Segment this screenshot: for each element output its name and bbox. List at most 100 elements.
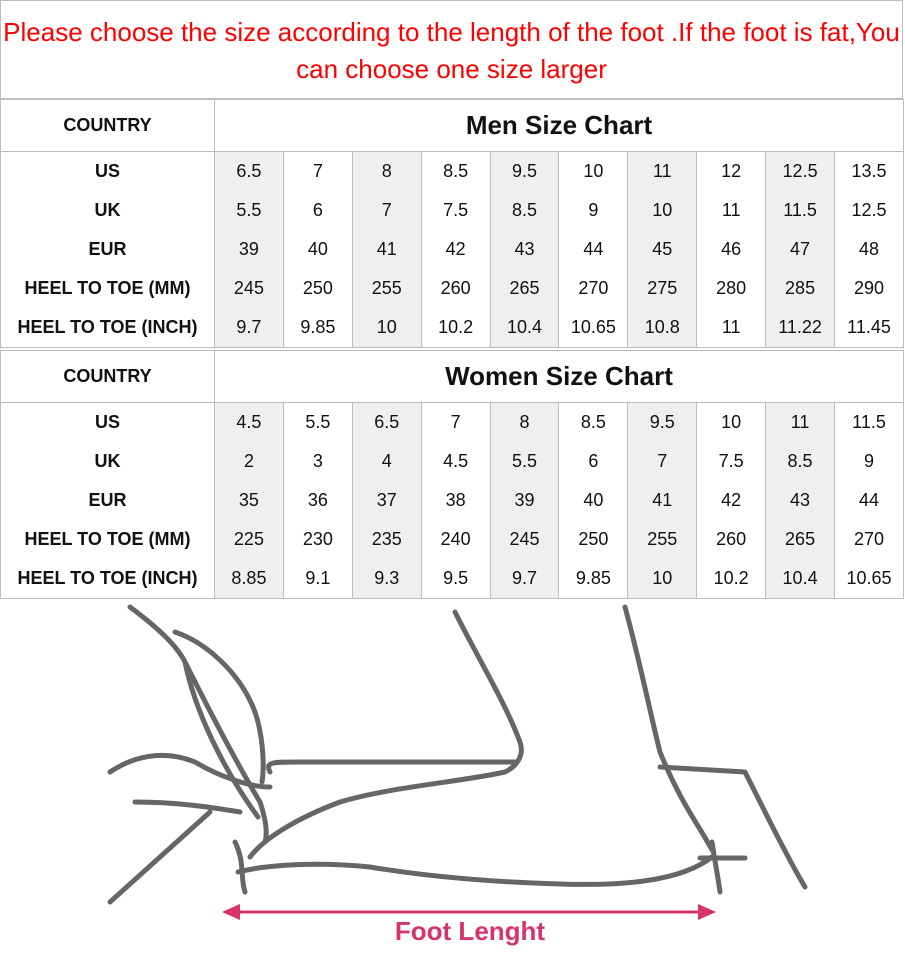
men-size-table: COUNTRY Men Size Chart US 6.5 7 8 8.5 9.5 10 11… (0, 99, 904, 348)
size-cell: 9.7 (489, 559, 560, 599)
foot-measure-illustration: Foot Lenght (0, 602, 905, 960)
row-label: US (0, 402, 215, 442)
size-cell: 43 (765, 481, 836, 520)
women-chart-title: Women Size Chart (214, 350, 904, 403)
size-cell: 8.5 (765, 442, 836, 481)
size-cell: 10.65 (558, 308, 629, 348)
size-cell: 35 (214, 481, 284, 520)
size-cell: 245 (214, 269, 284, 308)
size-cell: 11 (696, 191, 767, 230)
men-size-row: HEEL TO TOE (INCH) 9.7 9.85 10 10.2 10.4 10.65… (0, 308, 904, 348)
size-cell: 265 (489, 269, 560, 308)
foot-drawing: Foot Lenght (107, 604, 808, 946)
row-label: HEEL TO TOE (MM) (0, 520, 215, 559)
size-cell: 9.5 (420, 559, 491, 599)
length-arrow (222, 904, 716, 920)
size-cell: 48 (834, 230, 904, 269)
size-cell: 9.85 (558, 559, 629, 599)
row-label: US (0, 151, 215, 191)
size-cell: 8 (351, 151, 422, 191)
size-cell: 225 (214, 520, 284, 559)
size-cell: 44 (558, 230, 629, 269)
row-label: HEEL TO TOE (INCH) (0, 559, 215, 599)
size-cell: 11 (765, 402, 836, 442)
size-cell: 265 (765, 520, 836, 559)
men-header-row: COUNTRY Men Size Chart (0, 99, 904, 152)
size-cell: 7 (282, 151, 353, 191)
size-cell: 255 (351, 269, 422, 308)
women-size-row: HEEL TO TOE (MM) 225 230 235 240 245 250 255 260… (0, 520, 904, 559)
size-cell: 47 (765, 230, 836, 269)
size-cell: 5.5 (489, 442, 560, 481)
size-cell: 39 (214, 230, 284, 269)
size-cell: 290 (834, 269, 904, 308)
size-cell: 37 (351, 481, 422, 520)
men-size-row: US 6.5 7 8 8.5 9.5 10 11 12 12.5 13.5 (0, 151, 904, 191)
size-cell: 11.5 (834, 402, 904, 442)
size-cell: 2 (214, 442, 284, 481)
size-cell: 36 (282, 481, 353, 520)
row-label: HEEL TO TOE (INCH) (0, 308, 215, 348)
size-cell: 46 (696, 230, 767, 269)
size-cell: 6 (558, 442, 629, 481)
women-size-row: US 4.5 5.5 6.5 7 8 8.5 9.5 10 11 11.5 (0, 402, 904, 442)
size-cell: 270 (558, 269, 629, 308)
size-cell: 7 (627, 442, 698, 481)
size-cell: 260 (420, 269, 491, 308)
size-cell: 41 (351, 230, 422, 269)
size-cell: 285 (765, 269, 836, 308)
size-cell: 12.5 (834, 191, 904, 230)
size-cell: 41 (627, 481, 698, 520)
size-cell: 40 (282, 230, 353, 269)
size-cell: 275 (627, 269, 698, 308)
size-cell: 3 (282, 442, 353, 481)
size-cell: 43 (489, 230, 560, 269)
men-size-row: HEEL TO TOE (MM) 245 250 255 260 265 270 275 280… (0, 269, 904, 308)
size-cell: 12 (696, 151, 767, 191)
women-header-row: COUNTRY Women Size Chart (0, 350, 904, 403)
size-cell: 44 (834, 481, 904, 520)
country-header: COUNTRY (0, 350, 215, 403)
country-header: COUNTRY (0, 99, 215, 152)
women-size-row: EUR 35 36 37 38 39 40 41 42 43 44 (0, 481, 904, 520)
size-cell: 13.5 (834, 151, 904, 191)
size-cell: 270 (834, 520, 904, 559)
size-cell: 4.5 (420, 442, 491, 481)
size-cell: 11 (627, 151, 698, 191)
row-label: UK (0, 442, 215, 481)
women-size-table: COUNTRY Women Size Chart US 4.5 5.5 6.5 7 8 8.… (0, 350, 904, 599)
size-cell: 10.2 (696, 559, 767, 599)
size-cell: 260 (696, 520, 767, 559)
size-cell: 11.5 (765, 191, 836, 230)
size-cell: 11.22 (765, 308, 836, 348)
foot-length-caption: Foot Lenght (395, 916, 546, 946)
size-cell: 9.5 (627, 402, 698, 442)
size-cell: 10.4 (765, 559, 836, 599)
size-cell: 38 (420, 481, 491, 520)
size-notice: Please choose the size according to the … (0, 0, 903, 99)
size-cell: 245 (489, 520, 560, 559)
size-cell: 7 (420, 402, 491, 442)
row-label: HEEL TO TOE (MM) (0, 269, 215, 308)
size-cell: 240 (420, 520, 491, 559)
size-cell: 12.5 (765, 151, 836, 191)
size-cell: 42 (696, 481, 767, 520)
size-cell: 8.5 (558, 402, 629, 442)
size-cell: 10 (696, 402, 767, 442)
size-cell: 280 (696, 269, 767, 308)
row-label: UK (0, 191, 215, 230)
row-label: EUR (0, 230, 215, 269)
size-cell: 10 (627, 191, 698, 230)
row-label: EUR (0, 481, 215, 520)
size-cell: 10.4 (489, 308, 560, 348)
size-cell: 9.3 (351, 559, 422, 599)
size-cell: 10 (627, 559, 698, 599)
size-cell: 10 (558, 151, 629, 191)
size-cell: 7.5 (696, 442, 767, 481)
size-cell: 9.5 (489, 151, 560, 191)
size-cell: 255 (627, 520, 698, 559)
size-cell: 9.85 (282, 308, 353, 348)
size-cell: 10.65 (834, 559, 904, 599)
size-cell: 39 (489, 481, 560, 520)
size-cell: 6.5 (214, 151, 284, 191)
